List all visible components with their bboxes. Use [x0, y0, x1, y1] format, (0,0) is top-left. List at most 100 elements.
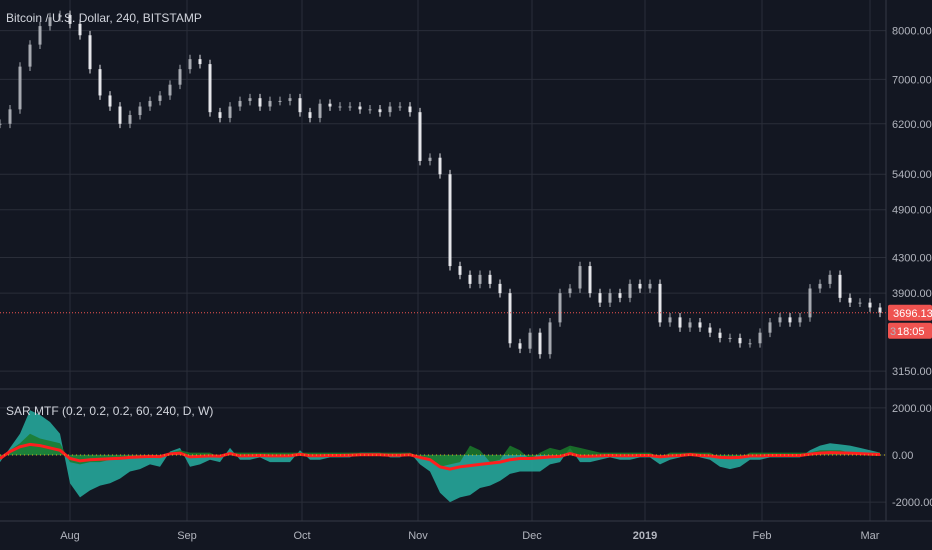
price-candle-body — [848, 297, 852, 303]
price-candle-body — [538, 332, 542, 355]
price-candle-body — [758, 332, 762, 344]
time-axis-tick-label[interactable]: Dec — [522, 530, 542, 542]
price-candle-body — [178, 69, 182, 85]
main-y-tick-label: 7000.00 — [892, 74, 932, 86]
price-candle-body — [68, 15, 72, 24]
main-y-tick-label: 4900.00 — [892, 205, 932, 217]
indicator-pane-y-axis: 2000.00 0.00 -2000.00 — [892, 403, 932, 509]
price-candle-body — [238, 100, 242, 107]
countdown-tag: 18:05 — [888, 322, 932, 339]
price-candle-body — [788, 317, 792, 323]
price-candle-body — [398, 106, 402, 108]
price-candle-body — [868, 302, 872, 308]
price-candle-body — [558, 293, 562, 323]
price-candle-body — [268, 100, 272, 107]
main-pane-grid — [0, 0, 886, 521]
price-candle-body — [508, 293, 512, 344]
price-candle-body — [378, 109, 382, 113]
main-y-tick-label: 3900.00 — [892, 288, 932, 300]
price-candle-body — [838, 274, 842, 298]
price-candle-body — [188, 59, 192, 70]
price-candle-body — [358, 106, 362, 110]
time-axis-tick-label[interactable]: Oct — [293, 530, 310, 542]
price-candle-body — [418, 112, 422, 161]
price-candle-body — [748, 343, 752, 345]
partial-price-label: 3 — [890, 326, 896, 338]
price-candle-body — [28, 44, 32, 67]
price-candle-body — [388, 106, 392, 113]
time-axis-tick-label[interactable]: Nov — [408, 530, 428, 542]
chart-title[interactable]: Bitcoin / U.S. Dollar, 240, BITSTAMP — [6, 11, 202, 25]
price-candle-body — [428, 157, 432, 161]
sar-red-line — [0, 442, 881, 471]
price-candle-body — [808, 288, 812, 318]
price-candle-body — [218, 112, 222, 118]
time-axis-tick-label[interactable]: Feb — [753, 530, 772, 542]
main-y-tick-label: 3150.00 — [892, 366, 932, 378]
price-candle-body — [18, 66, 22, 110]
time-axis-tick-label[interactable]: Aug — [60, 530, 80, 542]
indicator-y-tick-label: 0.00 — [892, 450, 913, 462]
price-candle-body — [738, 337, 742, 344]
time-axis[interactable]: Aug Sep Oct Nov Dec 2019 Feb Mar — [60, 530, 880, 542]
main-y-tick-label: 4300.00 — [892, 252, 932, 264]
price-candle-body — [228, 106, 232, 118]
price-candle-body — [458, 266, 462, 275]
price-series — [0, 10, 882, 359]
price-candle-body — [408, 106, 412, 113]
price-candle-body — [718, 332, 722, 338]
price-candle-body — [728, 337, 732, 339]
price-candle-body — [658, 283, 662, 323]
price-candle-body — [818, 283, 822, 289]
main-y-tick-label: 6200.00 — [892, 119, 932, 131]
price-candle-body — [338, 106, 342, 108]
price-candle-body — [828, 274, 832, 284]
price-candle-body — [248, 98, 252, 101]
price-candle-body — [8, 109, 12, 124]
price-candle-body — [308, 112, 312, 118]
price-candle-body — [858, 302, 862, 304]
price-candle-body — [608, 293, 612, 303]
price-candle-body — [98, 69, 102, 96]
countdown-value: 18:05 — [897, 326, 925, 338]
price-candle-body — [318, 103, 322, 118]
price-candle-body — [468, 274, 472, 284]
indicator-title[interactable]: SAR MTF (0.2, 0.2, 0.2, 60, 240, D, W) — [6, 404, 213, 418]
main-y-tick-label: 5400.00 — [892, 169, 932, 181]
price-candle-body — [438, 157, 442, 175]
price-candle-body — [878, 307, 882, 313]
main-pane-y-axis: 8000.00 7000.00 6200.00 5400.00 4900.00 4300.… — [892, 26, 932, 379]
price-candle-body — [778, 317, 782, 323]
time-axis-tick-label[interactable]: 2019 — [633, 530, 657, 542]
price-candle-body — [38, 26, 42, 45]
price-candle-body — [278, 100, 282, 102]
price-candle-body — [148, 100, 152, 107]
price-candle-body — [448, 174, 452, 267]
price-candle-body — [578, 266, 582, 289]
price-candle-body — [0, 123, 2, 125]
price-candle-body — [288, 98, 292, 101]
price-candle-body — [668, 317, 672, 323]
price-candle-body — [368, 109, 372, 111]
sar-series — [0, 410, 886, 503]
price-candle-body — [698, 322, 702, 328]
last-price-value: 3696.13 — [893, 308, 932, 320]
price-candle-body — [708, 327, 712, 333]
price-candle-body — [158, 95, 162, 101]
sar-green-area — [0, 433, 880, 467]
price-candle-body — [568, 288, 572, 294]
price-candle-body — [528, 332, 532, 349]
price-candle-body — [688, 322, 692, 328]
price-candle-body — [48, 17, 52, 27]
indicator-y-tick-label: -2000.00 — [892, 497, 932, 509]
price-candle-body — [798, 317, 802, 323]
main-y-tick-label: 8000.00 — [892, 26, 932, 38]
price-candle-body — [678, 317, 682, 328]
price-candle-body — [518, 343, 522, 349]
time-axis-tick-label[interactable]: Sep — [177, 530, 197, 542]
price-candle-body — [78, 23, 82, 36]
price-candle-body — [88, 35, 92, 70]
time-axis-tick-label[interactable]: Mar — [861, 530, 880, 542]
